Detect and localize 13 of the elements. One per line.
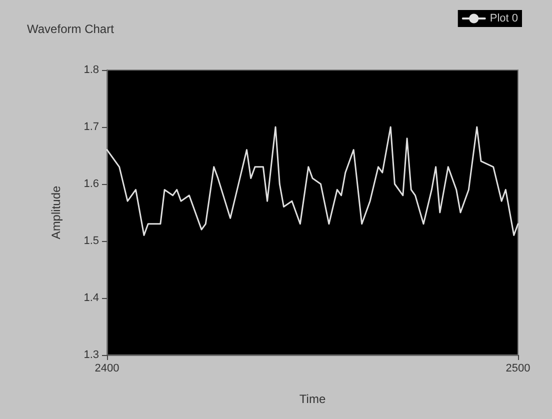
line-series bbox=[106, 126, 519, 236]
y-tick-label: 1.3 bbox=[84, 349, 99, 361]
chart-title: Waveform Chart bbox=[27, 22, 115, 36]
y-tick-label: 1.8 bbox=[84, 64, 99, 76]
x-tick-label: 2400 bbox=[94, 362, 120, 374]
y-tick-label: 1.5 bbox=[84, 235, 99, 247]
legend-label: Plot 0 bbox=[490, 12, 518, 24]
x-axis-title: Time bbox=[299, 392, 326, 406]
y-tick-label: 1.7 bbox=[84, 121, 99, 133]
x-tick-label: 2500 bbox=[506, 362, 530, 374]
y-tick-label: 1.6 bbox=[84, 178, 99, 190]
y-axis-title: Amplitude bbox=[49, 186, 63, 240]
y-tick-label: 1.4 bbox=[84, 292, 99, 304]
